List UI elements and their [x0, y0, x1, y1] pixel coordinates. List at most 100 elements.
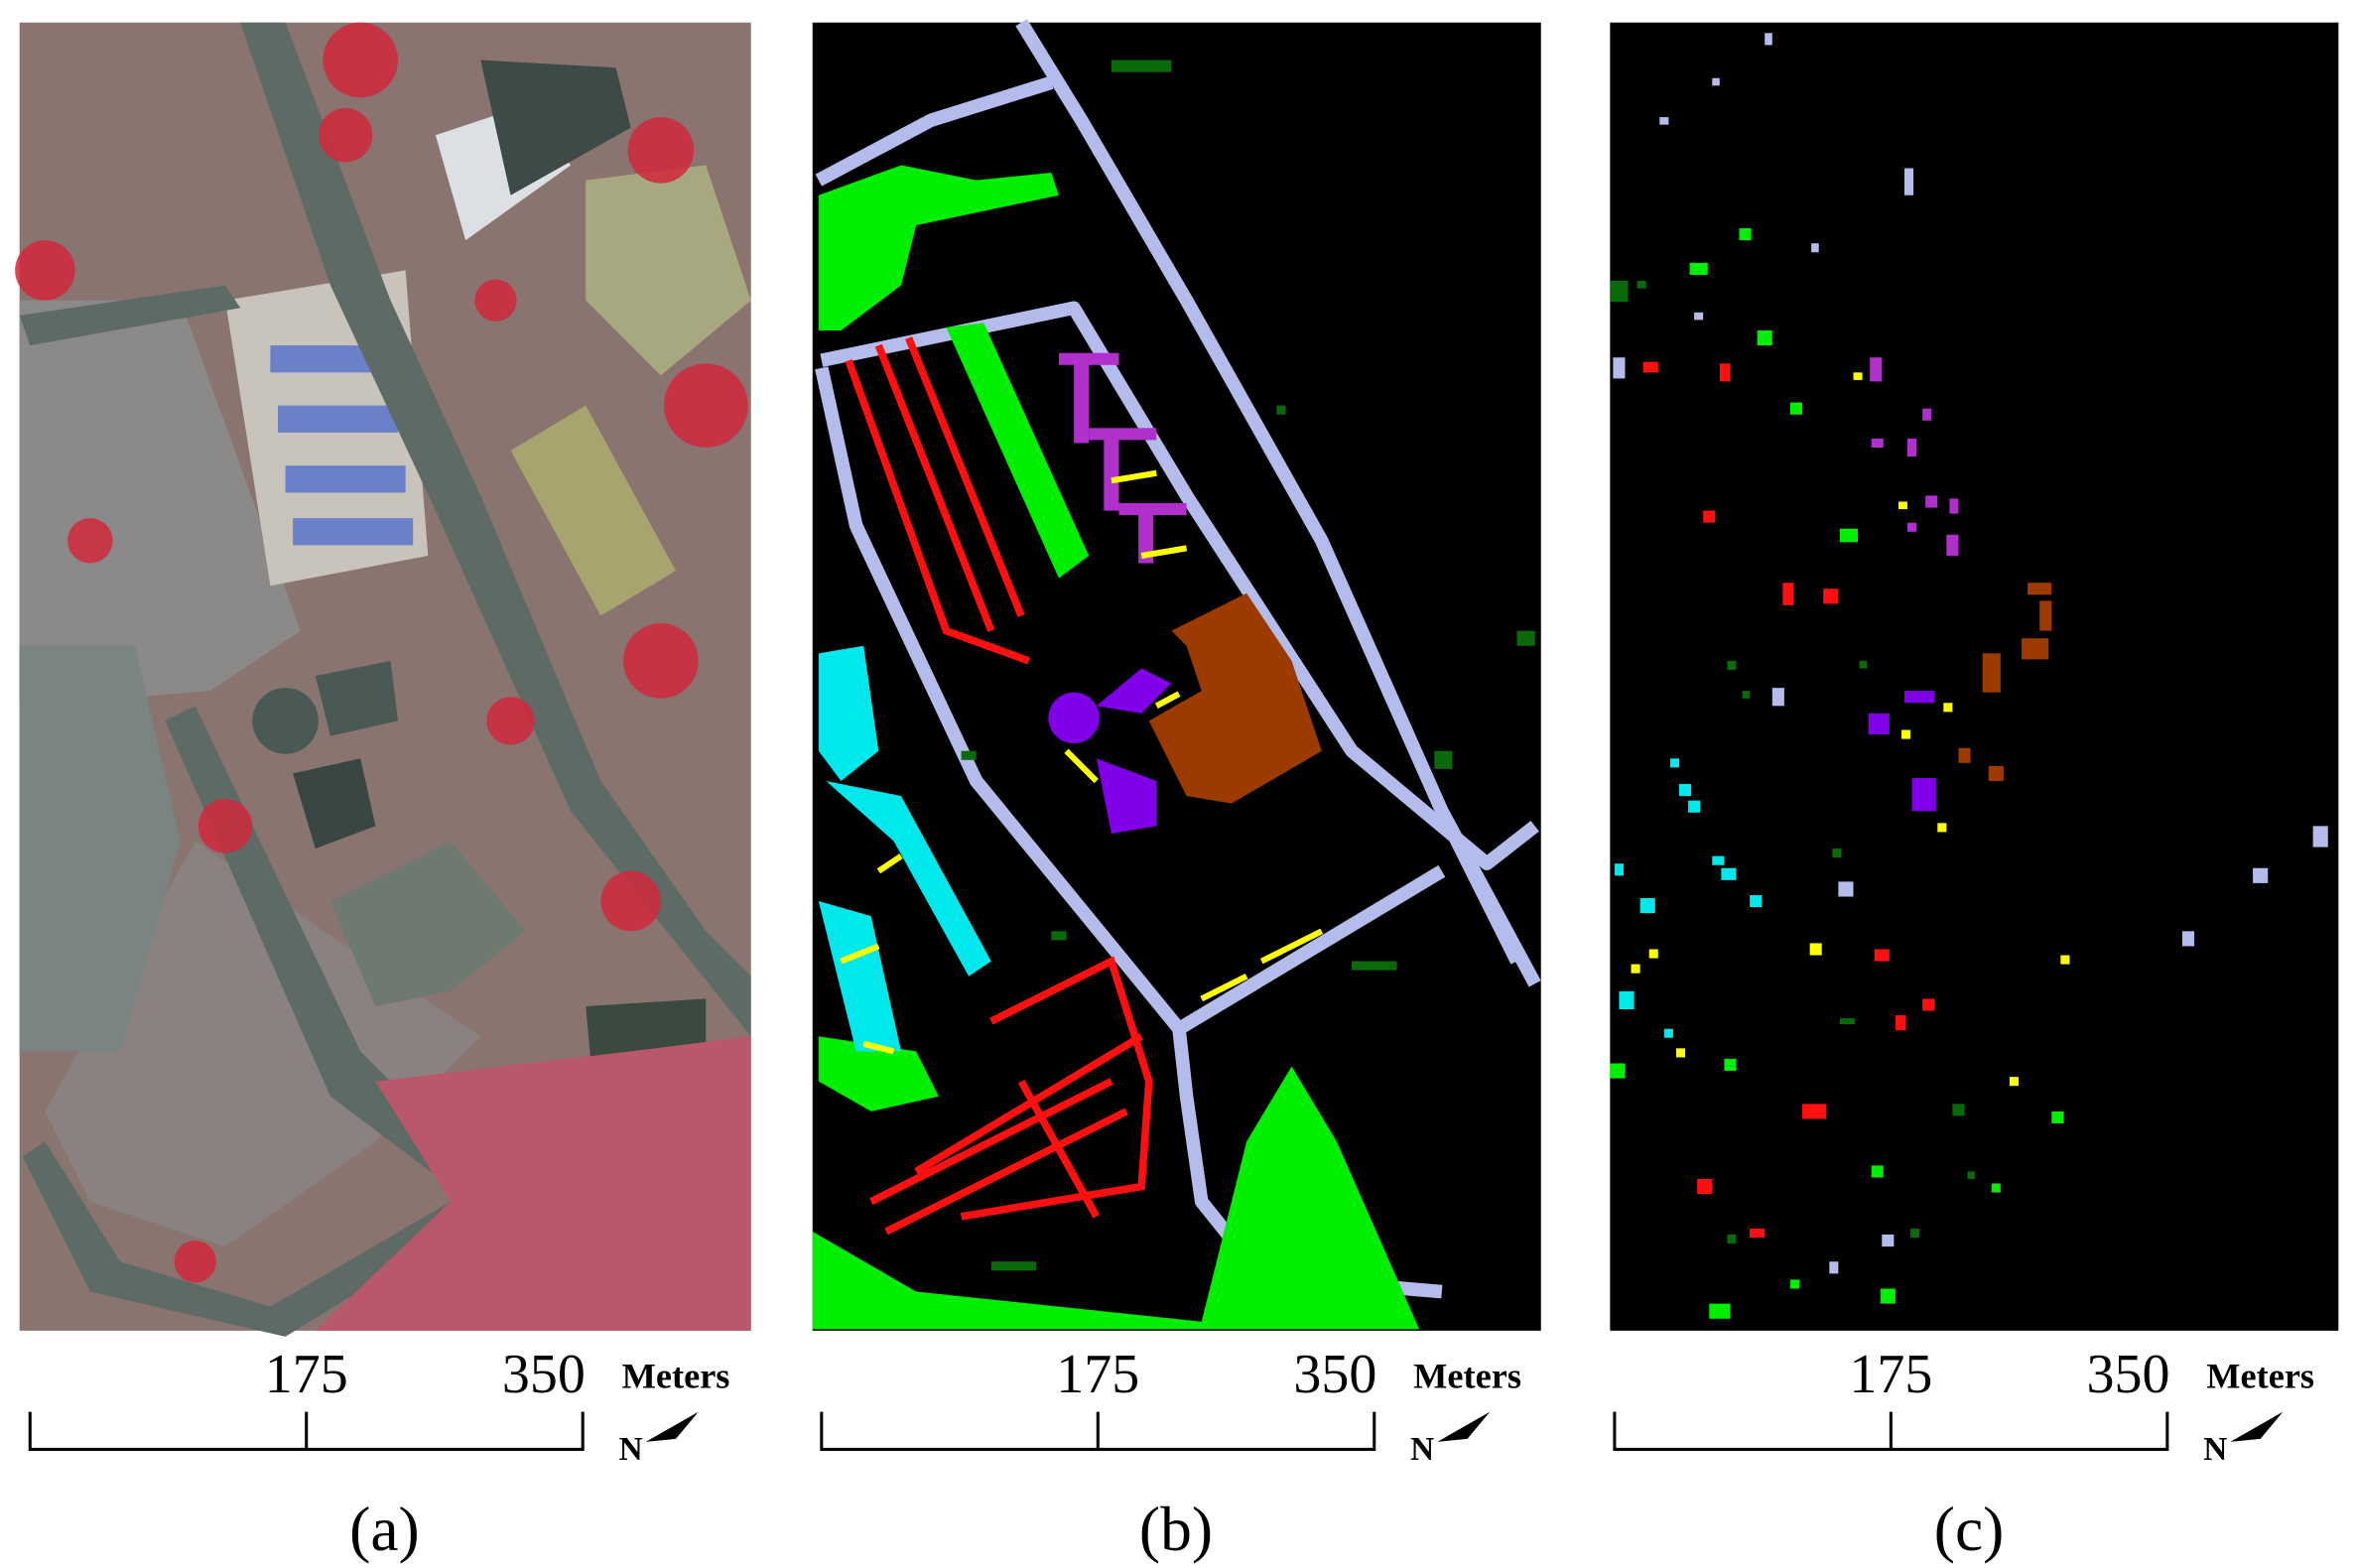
- sample-patch: [1719, 363, 1731, 382]
- sample-patch: [1771, 688, 1784, 707]
- building: [510, 405, 677, 616]
- training-samples-map: [1610, 22, 2339, 1331]
- sample-patch: [1782, 583, 1793, 605]
- sample-patch: [1907, 522, 1917, 532]
- sample-patch: [2051, 1111, 2064, 1124]
- sample-patch: [1870, 357, 1883, 382]
- sample-patch: [1613, 357, 1626, 379]
- sample-patch: [1922, 998, 1935, 1011]
- sample-patch: [1946, 534, 1959, 556]
- scale-tick-label: 175: [265, 1344, 348, 1405]
- road: [22, 1141, 481, 1337]
- sample-patch: [1697, 1179, 1713, 1195]
- building: [252, 688, 319, 754]
- sample-patch: [1678, 784, 1692, 797]
- bitumen: [1096, 668, 1172, 834]
- sample-patch: [1911, 777, 1936, 812]
- map-background: [1610, 22, 2339, 1331]
- sample-patch: [2060, 955, 2070, 965]
- sample-patch: [1712, 77, 1720, 86]
- bare-soil: [1148, 592, 1322, 804]
- sample-patch: [1897, 501, 1908, 510]
- painted-metal: [1058, 352, 1187, 564]
- sample-patch: [1659, 117, 1669, 125]
- sample-patch: [1703, 510, 1716, 523]
- scale-unit: Meters: [2206, 1356, 2314, 1395]
- north-label: N: [1410, 1431, 1434, 1468]
- building: [293, 758, 376, 849]
- ground-truth-map: [812, 19, 1541, 1331]
- scale-tick-label: 350: [502, 1344, 586, 1405]
- aerial-image: [15, 22, 751, 1337]
- sample-patch: [1750, 1228, 1766, 1239]
- sample-patch: [1871, 1165, 1884, 1178]
- sample-patch: [1991, 1183, 2001, 1193]
- north-label: N: [619, 1431, 643, 1468]
- sample-patch: [1742, 691, 1751, 699]
- scale-bar: [1613, 1411, 2169, 1451]
- bitumen: [1048, 692, 1100, 744]
- sample-patch: [1937, 823, 1947, 833]
- scale-unit: Meters: [1413, 1356, 1521, 1395]
- sample-patch: [1614, 863, 1624, 876]
- sample-patch: [1709, 1303, 1731, 1319]
- sample-patch: [1829, 1261, 1839, 1274]
- north-label: N: [2203, 1431, 2227, 1468]
- scale-tick-label: 175: [1849, 1344, 1932, 1405]
- sample-patch: [1712, 855, 1725, 865]
- sample-patch: [1724, 1058, 1737, 1072]
- sample-patch: [1694, 312, 1704, 321]
- sample-patch: [1967, 1171, 1976, 1180]
- panel-caption: (c): [1934, 1494, 2005, 1564]
- sample-patch: [2039, 600, 2052, 631]
- building: [315, 660, 399, 736]
- shadows: [840, 469, 1324, 1055]
- meadow: [812, 1066, 1420, 1330]
- scale-bar: [28, 1411, 585, 1451]
- sample-patch: [1610, 1063, 1626, 1079]
- sample-patch: [1859, 660, 1868, 669]
- sample-patch: [1943, 703, 1953, 713]
- sample-patch: [1982, 653, 2001, 693]
- scale-legends: 175 350 Meters N (a) 175 350 Meters N (b) 175 350 Me…: [28, 1344, 2314, 1564]
- sample-patch: [1925, 495, 1938, 508]
- meadow: [315, 1036, 751, 1331]
- sample-patch: [1910, 1228, 1920, 1239]
- sample-patch: [2253, 867, 2269, 883]
- trees: [961, 60, 1535, 1271]
- sample-patch: [1639, 898, 1655, 914]
- sample-patch: [1727, 1235, 1737, 1244]
- buildings: [19, 645, 181, 1052]
- meadow: [818, 1036, 939, 1111]
- sample-patch: [1689, 262, 1708, 275]
- sample-patch: [1642, 361, 1658, 373]
- panel-caption: (a): [349, 1494, 420, 1564]
- sample-patch: [1669, 758, 1679, 768]
- sample-patch: [1809, 943, 1822, 956]
- sample-patch: [1789, 1279, 1800, 1289]
- scale-tick-label: 175: [1056, 1344, 1139, 1405]
- parking-area: [19, 300, 301, 707]
- north-arrow: [1437, 1411, 1491, 1442]
- scale-tick-label: 350: [2086, 1344, 2169, 1405]
- sample-patch: [1880, 1288, 1896, 1304]
- road: [19, 285, 241, 346]
- sample-patch: [1675, 1048, 1686, 1058]
- sample-patch: [1922, 408, 1932, 421]
- sample-patch: [1853, 372, 1863, 380]
- sample-patch: [1839, 528, 1859, 543]
- sample-patch: [1900, 729, 1911, 739]
- sample-patch: [1811, 243, 1819, 253]
- sample-patch: [1868, 713, 1890, 735]
- sample-patch: [2312, 826, 2328, 848]
- sample-patch: [1903, 691, 1935, 704]
- sample-patch: [1832, 849, 1842, 858]
- sample-patch: [1839, 1018, 1856, 1025]
- scale-unit: Meters: [622, 1356, 730, 1395]
- sample-patch: [2022, 638, 2049, 660]
- parking-area: [45, 841, 481, 1247]
- sample-patch: [1721, 867, 1737, 880]
- sample-patch: [1838, 881, 1854, 897]
